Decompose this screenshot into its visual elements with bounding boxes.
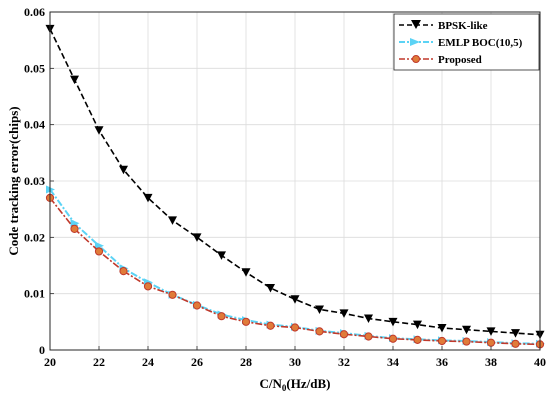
y-tick-label: 0.05 bbox=[24, 61, 45, 75]
data-point-proposed bbox=[143, 282, 153, 291]
y-axis-title: Code tracking error(chips) bbox=[6, 106, 21, 255]
data-point-proposed bbox=[94, 247, 104, 256]
y-tick-label: 0 bbox=[39, 343, 45, 357]
data-point-proposed bbox=[315, 327, 324, 336]
data-point-bpsk-like bbox=[192, 233, 202, 242]
data-point-proposed bbox=[413, 335, 422, 344]
data-point-bpsk-like bbox=[94, 126, 104, 135]
legend-item-emlp: EMLP BOC(10,5) bbox=[399, 37, 523, 49]
x-tick-label: 32 bbox=[338, 355, 350, 369]
data-point-bpsk-like bbox=[315, 305, 324, 314]
legend-marker-proposed bbox=[412, 55, 420, 63]
data-point-bpsk-like bbox=[119, 165, 128, 175]
legend-marker-bpsk bbox=[411, 20, 421, 29]
data-point-bpsk-like bbox=[486, 327, 496, 336]
data-point-proposed bbox=[266, 321, 275, 330]
x-axis-title: C/N0(Hz/dB) bbox=[260, 376, 331, 393]
data-point-bpsk-like bbox=[70, 75, 79, 85]
data-point-bpsk-like bbox=[437, 324, 447, 333]
series-line-bpsk-like bbox=[49, 28, 541, 336]
x-axis-title-main: C/N bbox=[260, 376, 283, 391]
data-point-proposed bbox=[119, 267, 128, 276]
data-point-bpsk-like bbox=[462, 325, 471, 335]
data-point-proposed bbox=[462, 337, 471, 346]
data-point-bpsk-like bbox=[241, 268, 251, 277]
data-point-bpsk-like bbox=[290, 295, 300, 304]
x-axis-title-rest: (Hz/dB) bbox=[286, 376, 330, 391]
series-proposed bbox=[45, 193, 545, 349]
data-point-proposed bbox=[364, 332, 373, 341]
data-point-proposed bbox=[168, 290, 177, 299]
data-point-proposed bbox=[486, 338, 496, 347]
legend-label-proposed: Proposed bbox=[438, 54, 482, 66]
legend: BPSK-like EMLP BOC(10,5) Proposed bbox=[393, 13, 540, 71]
ticks: 20 22 24 26 28 30 32 34 36 38 40 0 0.01 0.02 0.03 0.04 0… bbox=[24, 5, 546, 369]
data-point-bpsk-like bbox=[339, 309, 349, 318]
data-point-bpsk-like bbox=[388, 317, 398, 327]
x-tick-label: 38 bbox=[485, 355, 497, 369]
data-point-proposed bbox=[437, 336, 447, 346]
x-tick-label: 28 bbox=[240, 355, 252, 369]
data-point-proposed bbox=[388, 334, 398, 343]
legend-label-emlp: EMLP BOC(10,5) bbox=[438, 37, 523, 49]
data-point-proposed bbox=[290, 323, 300, 332]
x-tick-label: 34 bbox=[387, 355, 399, 369]
legend-item-bpsk: BPSK-like bbox=[399, 20, 488, 32]
x-tick-label: 20 bbox=[44, 355, 56, 369]
x-axis-title-sub: 0 bbox=[282, 383, 287, 393]
data-point-proposed bbox=[192, 301, 202, 310]
legend-label-bpsk: BPSK-like bbox=[438, 20, 488, 32]
y-tick-label: 0.06 bbox=[24, 5, 45, 19]
y-tick-label: 0.04 bbox=[24, 118, 45, 132]
data-point-proposed bbox=[70, 224, 79, 233]
x-tick-label: 30 bbox=[289, 355, 301, 369]
x-tick-label: 26 bbox=[191, 355, 203, 369]
data-point-bpsk-like bbox=[168, 216, 177, 225]
x-tick-label: 36 bbox=[436, 355, 448, 369]
data-point-bpsk-like bbox=[143, 193, 153, 203]
y-tick-label: 0.03 bbox=[24, 174, 45, 188]
x-tick-label: 40 bbox=[534, 355, 546, 369]
data-point-proposed bbox=[217, 312, 226, 321]
legend-item-proposed: Proposed bbox=[399, 54, 482, 66]
x-tick-label: 24 bbox=[142, 355, 154, 369]
data-point-bpsk-like bbox=[413, 320, 422, 330]
y-tick-label: 0.02 bbox=[24, 230, 45, 244]
series-bpsk-like bbox=[45, 24, 545, 340]
x-tick-label: 22 bbox=[93, 355, 105, 369]
data-point-bpsk-like bbox=[364, 314, 373, 323]
legend-marker-emlp bbox=[410, 38, 420, 46]
data-point-bpsk-like bbox=[217, 251, 226, 260]
data-point-proposed bbox=[241, 317, 251, 326]
data-point-proposed bbox=[339, 330, 349, 339]
series-layer bbox=[45, 24, 545, 349]
y-tick-label: 0.01 bbox=[24, 287, 45, 301]
data-point-proposed bbox=[511, 339, 520, 348]
data-point-bpsk-like bbox=[511, 329, 520, 338]
data-point-bpsk-like bbox=[266, 284, 275, 293]
